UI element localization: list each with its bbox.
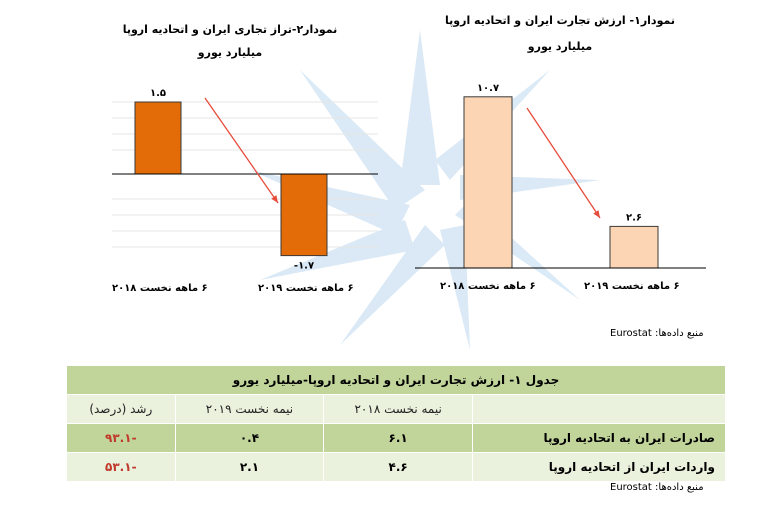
cell-2019: ۲.۱ — [174, 452, 325, 482]
data-label: -۱.۷ — [294, 261, 314, 272]
table-header-2019: نیمه نخست ۲۰۱۹ — [174, 394, 325, 424]
trend-arrow-head — [593, 210, 600, 218]
table-title: جدول ۱- ارزش تجارت ایران و اتحادیه اروپا… — [66, 365, 726, 395]
data-label: ۱.۵ — [150, 88, 166, 99]
table-header-row: نیمه نخست ۲۰۱۸ نیمه نخست ۲۰۱۹ رشد (درصد) — [66, 394, 726, 424]
row-label: صادرات ایران به اتحادیه اروپا — [472, 423, 726, 453]
bar — [134, 101, 182, 175]
trade-table: جدول ۱- ارزش تجارت ایران و اتحادیه اروپا… — [66, 365, 726, 482]
table-header-empty — [472, 394, 726, 424]
cell-growth: -۹۳.۱ — [66, 423, 176, 453]
source-note-charts: منبع داده‌ها: Eurostat — [610, 328, 704, 339]
chart2-subtitle: میلیارد یورو — [197, 46, 263, 59]
table-row: واردات ایران از اتحادیه اروپا ۴.۶ ۲.۱ -۵… — [66, 452, 726, 482]
cell-2018: ۶.۱ — [323, 423, 473, 453]
cell-2019: ۰.۴ — [174, 423, 325, 453]
trend-arrow-head — [271, 195, 278, 203]
chart1-category-2: ۶ ماهه نخست ۲۰۱۹ — [584, 281, 680, 292]
table-header-growth: رشد (درصد) — [66, 394, 176, 424]
cell-2018: ۴.۶ — [323, 452, 473, 482]
trend-arrow — [204, 97, 279, 204]
chart2-title: نمودار۲-تراز تجاری ایران و اتحادیه اروپا — [122, 23, 338, 36]
source-note-table: منبع داده‌ها: Eurostat — [610, 482, 704, 493]
bar — [463, 96, 513, 269]
data-label: ۲.۶ — [626, 212, 642, 223]
row-label: واردات ایران از اتحادیه اروپا — [472, 452, 726, 482]
chart1-title: نمودار۱- ارزش تجارت ایران و اتحادیه اروپ… — [445, 14, 675, 27]
chart2-category-2: ۶ ماهه نخست ۲۰۱۹ — [258, 283, 354, 294]
chart1-category-1: ۶ ماهه نخست ۲۰۱۸ — [440, 281, 536, 292]
trend-arrow — [526, 107, 601, 219]
bar — [609, 225, 659, 269]
bar — [280, 173, 328, 257]
data-label: ۱۰.۷ — [477, 83, 499, 94]
table-title-row: جدول ۱- ارزش تجارت ایران و اتحادیه اروپا… — [66, 365, 726, 395]
table-row: صادرات ایران به اتحادیه اروپا ۶.۱ ۰.۴ -۹… — [66, 423, 726, 453]
chart1-subtitle: میلیارد یورو — [527, 40, 593, 53]
chart2-category-1: ۶ ماهه نخست ۲۰۱۸ — [112, 283, 208, 294]
cell-growth: -۵۳.۱ — [66, 452, 176, 482]
table-header-2018: نیمه نخست ۲۰۱۸ — [323, 394, 473, 424]
